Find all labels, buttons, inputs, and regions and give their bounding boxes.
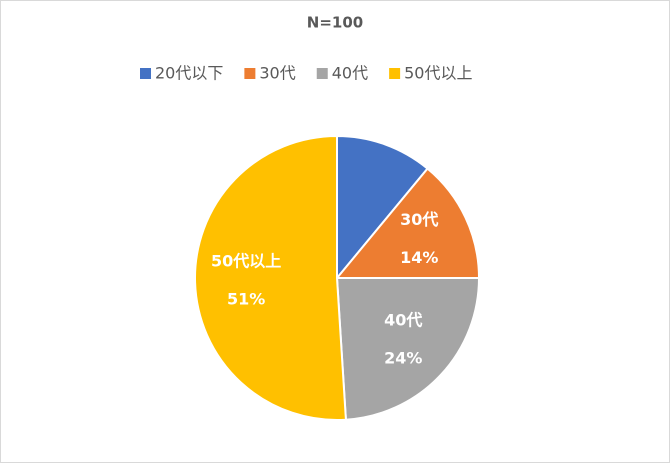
data-label-value: 51% [227, 289, 265, 308]
data-label-category: 40代 [384, 311, 422, 330]
legend-label: 20代以下 [155, 64, 223, 83]
pie-slice [194, 134, 347, 421]
legend-swatch [244, 68, 256, 79]
legend-label: 30代 [259, 64, 295, 83]
legend-label: 40代 [332, 64, 368, 83]
pie-slice [336, 134, 429, 281]
legend-swatch [316, 68, 328, 79]
chart-title: N=100 [307, 14, 363, 32]
data-label-value: 24% [384, 349, 422, 368]
legend-label: 50代以上 [404, 64, 472, 83]
legend-swatch [140, 68, 151, 79]
data-label-category: 30代 [400, 210, 438, 229]
data-label-category: 50代以上 [211, 251, 281, 270]
pie-slice [334, 167, 481, 279]
data-label-value: 14% [400, 248, 438, 267]
pie-slice [335, 277, 481, 421]
legend-swatch [389, 68, 401, 79]
